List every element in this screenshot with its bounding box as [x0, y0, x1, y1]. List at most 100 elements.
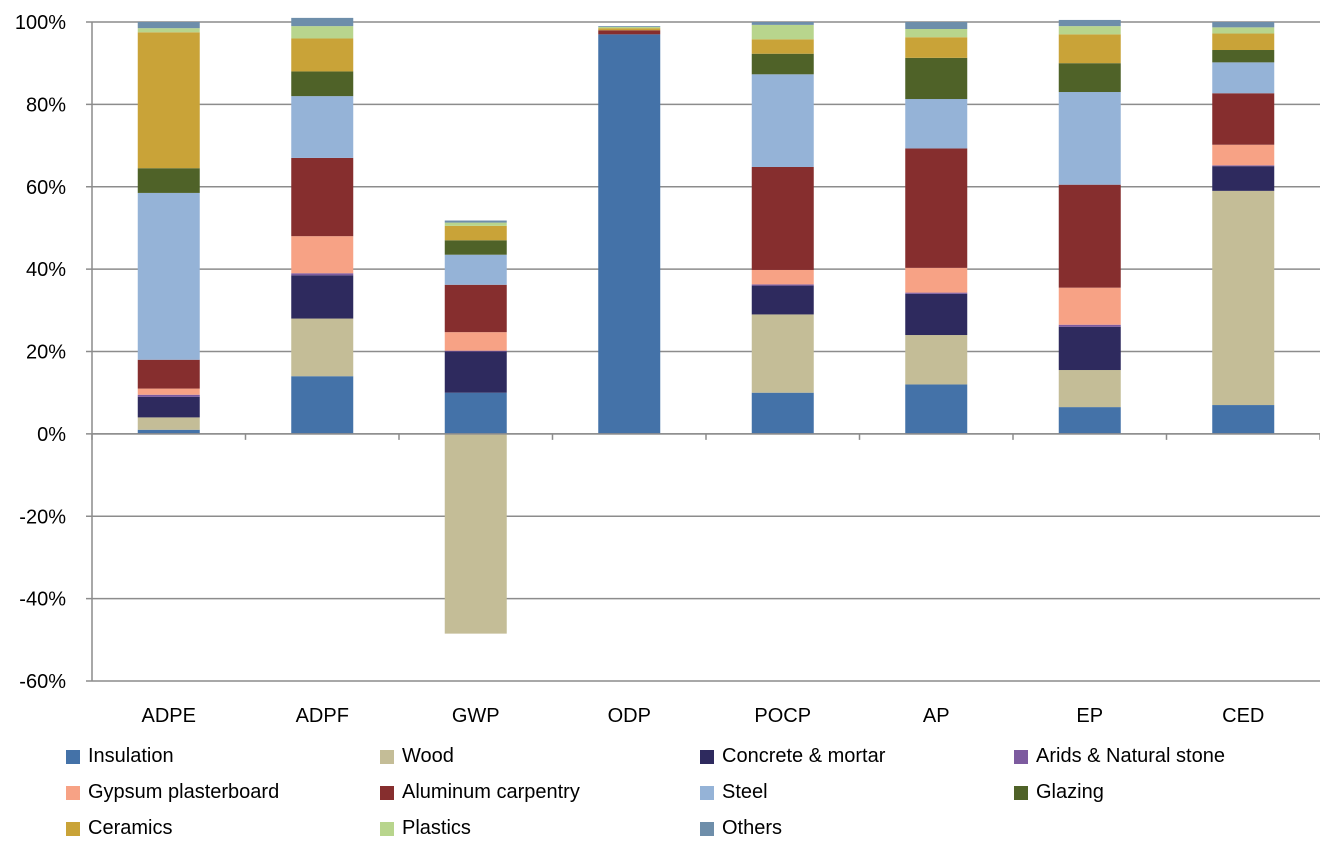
bar-segment-aluminum-carpentry [1058, 184, 1121, 288]
bar-segment-ceramics [1212, 33, 1275, 51]
legend-item: Steel [700, 781, 768, 804]
bar-segment-steel [291, 96, 354, 158]
legend-label: Glazing [1036, 781, 1104, 803]
legend-item: Glazing [1014, 781, 1104, 804]
bar-segment-insulation [1058, 407, 1121, 434]
bar-segment-wood [1212, 190, 1275, 406]
bar-segment-gypsum-plasterboard [1058, 287, 1121, 325]
x-tick-label: ADPE [142, 705, 196, 727]
bar-segment-concrete-mortar [291, 275, 354, 319]
bar-segment-glazing [751, 53, 814, 75]
bar-segment-insulation [1212, 405, 1275, 434]
legend-item: Concrete & mortar [700, 745, 885, 768]
legend-swatch [380, 821, 394, 836]
bar-segment-wood [137, 417, 200, 430]
y-tick-label: -20% [19, 506, 66, 528]
legend-swatch [66, 821, 80, 836]
bar-segment-aluminum-carpentry [1212, 93, 1275, 145]
bar-segment-others [137, 22, 200, 29]
bar-segment-arids-natural-stone [1058, 324, 1121, 327]
bar-segment-gypsum-plasterboard [905, 267, 968, 293]
bar-segment-glazing [1058, 63, 1121, 93]
bar-segment-ceramics [751, 39, 814, 54]
bar-segment-others [1212, 22, 1275, 28]
bar-segment-plastics [1212, 27, 1275, 34]
bar-segment-gypsum-plasterboard [137, 388, 200, 395]
bar-segment-concrete-mortar [1058, 326, 1121, 371]
bar-segment-gypsum-plasterboard [751, 269, 814, 285]
bar-segment-others [444, 220, 507, 223]
legend-item: Ceramics [66, 817, 172, 840]
bar-segment-steel [905, 99, 968, 149]
bar-segment-arids-natural-stone [1212, 165, 1275, 167]
legend-item: Plastics [380, 817, 471, 840]
legend-swatch [700, 821, 714, 836]
legend-label: Gypsum plasterboard [88, 781, 280, 803]
legend-swatch [1014, 785, 1028, 800]
legend-swatch [1014, 749, 1028, 764]
y-tick-label: -60% [19, 671, 66, 693]
bar-segment-arids-natural-stone [751, 284, 814, 286]
x-tick-label: AP [923, 705, 950, 727]
bar-segment-concrete-mortar [1212, 166, 1275, 191]
bar-segment-steel [1212, 62, 1275, 94]
legend-label: Aluminum carpentry [402, 781, 580, 803]
legend-item: Others [700, 817, 782, 840]
bar-segment-plastics [598, 26, 661, 29]
bar-segment-plastics [137, 28, 200, 33]
bar-segment-others [1058, 19, 1121, 27]
bar-segment-steel [1058, 92, 1121, 185]
bar-segment-arids-natural-stone [444, 350, 507, 352]
legend-label: Wood [402, 745, 454, 767]
bar-segment-plastics [291, 26, 354, 39]
legend-swatch [700, 749, 714, 764]
bar-segment-gypsum-plasterboard [1212, 144, 1275, 166]
bar-segment-insulation [598, 34, 661, 434]
bar-segment-wood [444, 433, 507, 634]
legend-label: Plastics [402, 817, 471, 839]
bar-segment-concrete-mortar [751, 285, 814, 315]
stacked-bar-chart: 100% 80% 60% 40% 20% 0% -20% -40% -60% ADPE ADPF GW… [15, 12, 1320, 727]
bar-segment-others [751, 22, 814, 25]
y-tick-label: 80% [26, 94, 66, 116]
x-tick-label: ODP [608, 705, 651, 727]
bar-segment-ceramics [137, 32, 200, 169]
bar-segment-steel [444, 254, 507, 285]
bar-segment-ceramics [905, 37, 968, 58]
bar-segment-wood [291, 318, 354, 377]
bar-segment-glazing [905, 57, 968, 100]
legend-item: Aluminum carpentry [380, 781, 580, 804]
bar-segment-ceramics [444, 225, 507, 241]
legend-swatch [66, 749, 80, 764]
y-tick-label: -40% [19, 589, 66, 611]
bar-segment-glazing [137, 168, 200, 193]
legend-label: Arids & Natural stone [1036, 745, 1225, 767]
legend-item: Wood [380, 745, 454, 768]
bar-segment-aluminum-carpentry [444, 284, 507, 333]
legend-label: Others [722, 817, 783, 839]
legend-item: Arids & Natural stone [1014, 745, 1225, 768]
bar-segment-insulation [905, 384, 968, 434]
bar-segment-insulation [444, 392, 507, 434]
bar-segment-steel [137, 192, 200, 360]
y-tick-label: 60% [26, 177, 66, 199]
bar-segment-concrete-mortar [444, 351, 507, 393]
legend-swatch [700, 785, 714, 800]
bar-segment-others [905, 22, 968, 30]
bar-segment-wood [751, 314, 814, 393]
bar-segment-insulation [291, 376, 354, 434]
bar-segment-plastics [751, 24, 814, 40]
x-tick-label: CED [1222, 705, 1264, 727]
bar-segment-concrete-mortar [905, 293, 968, 336]
legend-swatch [380, 785, 394, 800]
bar-segment-wood [1058, 370, 1121, 408]
bar-segment-others [291, 17, 354, 27]
bar-segment-ceramics [1058, 34, 1121, 64]
bar-segment-gypsum-plasterboard [291, 236, 354, 274]
legend-label: Steel [722, 781, 768, 803]
legend-item: Gypsum plasterboard [66, 781, 279, 804]
bar-segment-steel [751, 74, 814, 167]
bar-segment-wood [905, 335, 968, 385]
bar-segment-arids-natural-stone [291, 273, 354, 276]
